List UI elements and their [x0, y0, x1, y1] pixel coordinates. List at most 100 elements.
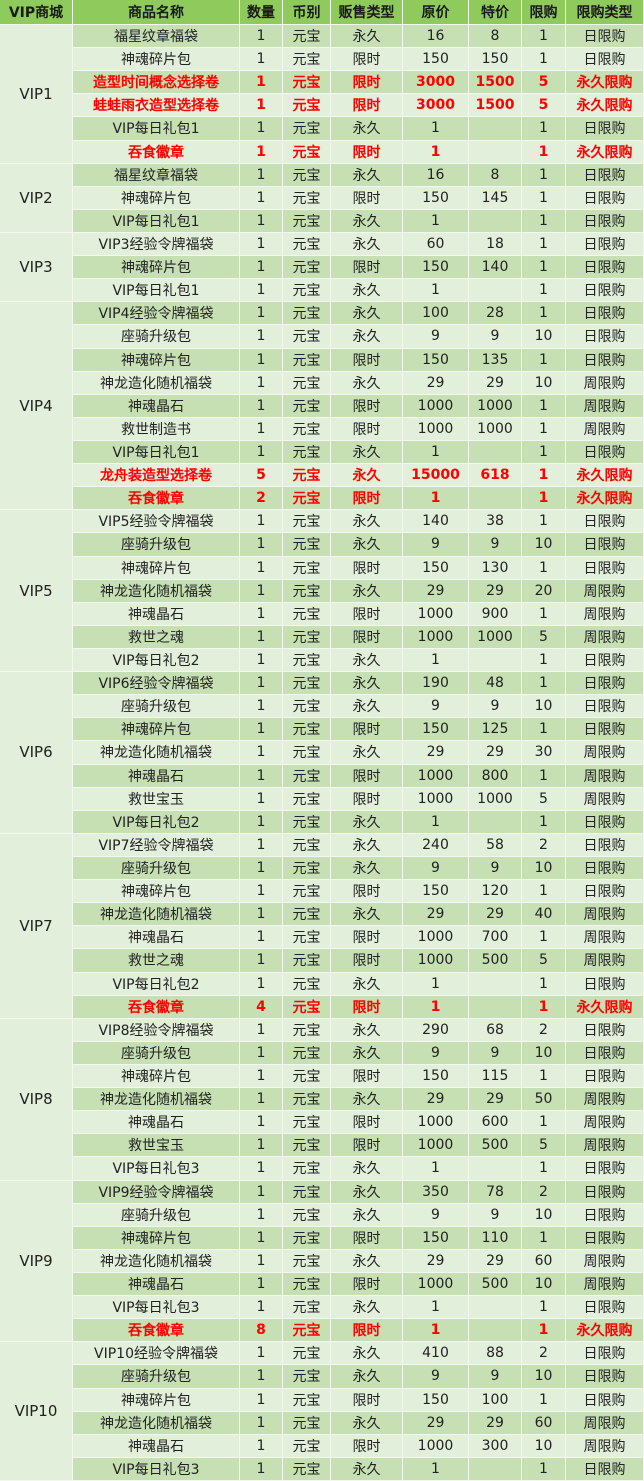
table-cell: 座骑升级包	[73, 1041, 240, 1065]
table-cell: 1	[240, 1273, 283, 1297]
table-cell: 2	[522, 1018, 566, 1042]
table-cell: 1	[403, 279, 469, 303]
table-cell: 1	[522, 233, 566, 257]
table-cell: 元宝	[283, 857, 331, 881]
table-cell: 1	[240, 1226, 283, 1250]
table-cell: 15000	[403, 464, 469, 488]
table-cell: 日限购	[566, 25, 644, 49]
table-cell: 1	[522, 1157, 566, 1181]
table-cell: 29	[403, 1411, 469, 1435]
table-cell	[469, 117, 522, 141]
table-cell: 永久	[331, 510, 403, 534]
table-cell: 1	[240, 857, 283, 881]
table-cell: 元宝	[283, 625, 331, 649]
table-cell: 1	[403, 995, 469, 1019]
table-cell: 5	[522, 71, 566, 95]
table-cell: 日限购	[566, 1203, 644, 1227]
table-cell: 救世之魂	[73, 949, 240, 973]
table-cell: 29	[469, 1249, 522, 1273]
table-cell: 1	[522, 764, 566, 788]
table-cell: 140	[469, 256, 522, 280]
table-cell: 4	[240, 995, 283, 1019]
table-cell: VIP8经验令牌福袋	[73, 1018, 240, 1042]
table-cell: 元宝	[283, 649, 331, 673]
table-cell: 限时	[331, 787, 403, 811]
table-cell: 1	[240, 1249, 283, 1273]
table-cell: 1	[240, 1203, 283, 1227]
table-cell: 1	[240, 1296, 283, 1320]
table-cell: 元宝	[283, 1065, 331, 1089]
table-cell: 周限购	[566, 625, 644, 649]
table-cell: 29	[403, 903, 469, 927]
table-cell: 元宝	[283, 186, 331, 210]
table-cell: 神魂晶石	[73, 926, 240, 950]
table-cell: 日限购	[566, 1365, 644, 1389]
table-cell: 永久	[331, 279, 403, 303]
table-cell: 1	[240, 672, 283, 696]
table-cell: 9	[403, 1365, 469, 1389]
table-cell: 日限购	[566, 186, 644, 210]
table-cell: 29	[469, 1411, 522, 1435]
table-cell: 1	[240, 1434, 283, 1458]
table-cell: 1	[522, 394, 566, 418]
table-cell: 1	[240, 1111, 283, 1135]
table-cell: 150	[403, 718, 469, 742]
table-cell: 蛙蛙雨衣造型选择卷	[73, 94, 240, 118]
table-cell: 1	[240, 94, 283, 118]
table-cell: 限时	[331, 186, 403, 210]
table-cell: 145	[469, 186, 522, 210]
table-cell: 限时	[331, 949, 403, 973]
table-cell: 10	[522, 1434, 566, 1458]
table-cell: 周限购	[566, 926, 644, 950]
table-cell: 350	[403, 1180, 469, 1204]
table-cell: 元宝	[283, 880, 331, 904]
table-cell: 限时	[331, 1388, 403, 1412]
table-cell: 座骑升级包	[73, 857, 240, 881]
table-cell: 神魂碎片包	[73, 556, 240, 580]
table-cell: 1	[240, 279, 283, 303]
table-cell: VIP每日礼包1	[73, 117, 240, 141]
table-cell: 永久	[331, 1342, 403, 1366]
table-cell: 元宝	[283, 279, 331, 303]
table-cell: 1	[240, 1065, 283, 1089]
table-cell: VIP每日礼包1	[73, 209, 240, 233]
table-cell: 元宝	[283, 1319, 331, 1343]
table-cell: 2	[240, 487, 283, 511]
table-cell: 神龙造化随机福袋	[73, 1249, 240, 1273]
table-cell: 1	[240, 649, 283, 673]
table-cell: 元宝	[283, 1388, 331, 1412]
table-cell: 元宝	[283, 1088, 331, 1112]
group-label: VIP3	[0, 233, 73, 303]
table-cell: 150	[403, 1065, 469, 1089]
table-cell: 永久	[331, 1180, 403, 1204]
table-cell: 1000	[403, 417, 469, 441]
group-label: VIP7	[0, 833, 73, 1019]
table-cell: 永久	[331, 302, 403, 326]
table-cell: VIP7经验令牌福袋	[73, 833, 240, 857]
table-cell: 限时	[331, 995, 403, 1019]
table-cell: 日限购	[566, 1065, 644, 1089]
group-label: VIP10	[0, 1342, 73, 1481]
table-cell: 神魂碎片包	[73, 48, 240, 72]
table-cell: 神魂碎片包	[73, 1065, 240, 1089]
table-cell: 元宝	[283, 1111, 331, 1135]
table-cell: 永久限购	[566, 464, 644, 488]
table-cell: 神魂晶石	[73, 394, 240, 418]
table-cell: 48	[469, 672, 522, 696]
table-cell: 1	[522, 302, 566, 326]
table-cell: 10	[522, 1273, 566, 1297]
table-cell: 日限购	[566, 279, 644, 303]
table-cell	[469, 441, 522, 465]
table-cell: 150	[403, 348, 469, 372]
table-cell: 限时	[331, 71, 403, 95]
table-cell: 日限购	[566, 325, 644, 349]
table-cell: 元宝	[283, 441, 331, 465]
table-cell: 周限购	[566, 371, 644, 395]
table-cell: 1	[240, 256, 283, 280]
table-cell: 1	[522, 1457, 566, 1481]
table-cell: 元宝	[283, 533, 331, 557]
table-cell: 限时	[331, 625, 403, 649]
table-cell	[469, 1157, 522, 1181]
table-cell: 元宝	[283, 833, 331, 857]
table-cell: 日限购	[566, 857, 644, 881]
